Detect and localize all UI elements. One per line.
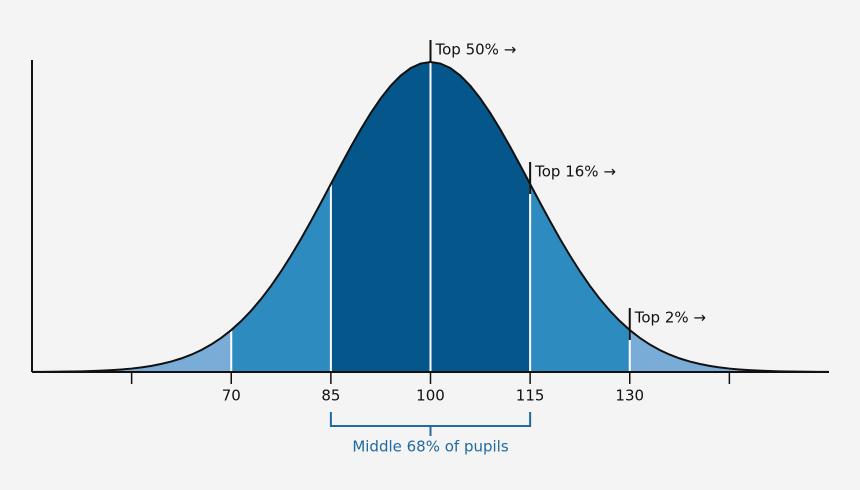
annotation-label: Top 50% →	[435, 41, 517, 59]
x-tick-label: 85	[321, 387, 340, 405]
annotation-label: Top 2% →	[634, 309, 706, 327]
band	[32, 330, 232, 372]
x-tick-label: 70	[222, 387, 241, 405]
band	[629, 330, 829, 372]
x-tick-label: 100	[416, 387, 445, 405]
bracket-label: Middle 68% of pupils	[352, 438, 509, 456]
bracket	[329, 412, 532, 436]
x-tick-label: 115	[516, 387, 545, 405]
x-tick-label: 130	[615, 387, 644, 405]
annotation-label: Top 16% →	[534, 162, 616, 180]
